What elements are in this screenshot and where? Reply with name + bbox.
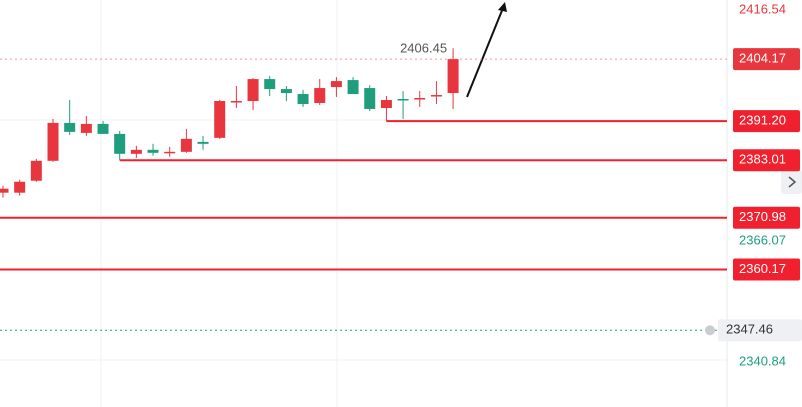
candle-body [164,151,176,154]
candle-body [447,59,459,94]
candle-body [280,89,292,94]
candle-body [180,138,192,152]
alert-label: 2347.46 [726,322,773,337]
candle-body [0,188,9,193]
candle-body [64,122,76,132]
candle-body [297,94,309,104]
candle-body [30,160,42,181]
candle-body [397,99,409,101]
candle-body [14,181,26,193]
candle-body [130,149,142,154]
candle-body [97,123,109,134]
candle-body [197,141,209,144]
y-tick-label: 2366.07 [739,233,786,248]
level-label-box [733,149,800,172]
candle-body [364,88,376,109]
chevron [788,176,797,188]
y-tick-label: 2340.84 [739,353,786,368]
candle-body [80,123,92,133]
candle-body [214,101,226,138]
y-tick-label: 2416.54 [739,1,786,16]
level-label: 2360.17 [739,261,786,276]
candle-body [414,97,426,100]
price-label: 2404.17 [739,51,786,66]
price-label-box [733,48,800,71]
candle-body [114,133,126,154]
candle-body [314,88,326,103]
level-label-box [733,110,800,133]
candle-body [247,79,259,102]
arrow [466,7,504,98]
scroll-button[interactable] [781,170,802,194]
candle-body [264,79,276,90]
level-label-box [733,258,800,281]
candle-body [147,149,159,153]
level-label-box [733,206,800,229]
level-label: 2391.20 [739,113,786,128]
candle-body [430,95,442,97]
level-label: 2383.01 [739,152,786,167]
candle-body [347,80,359,95]
candle-body [380,100,392,108]
candle-body [230,101,242,103]
candle-body [330,81,342,88]
alert-label-box [718,319,802,342]
high-label: 2406.45 [400,41,447,56]
bell-icon [705,325,715,336]
arrow-head [498,2,507,12]
level-label: 2370.98 [739,209,786,224]
candle-body [47,122,59,161]
